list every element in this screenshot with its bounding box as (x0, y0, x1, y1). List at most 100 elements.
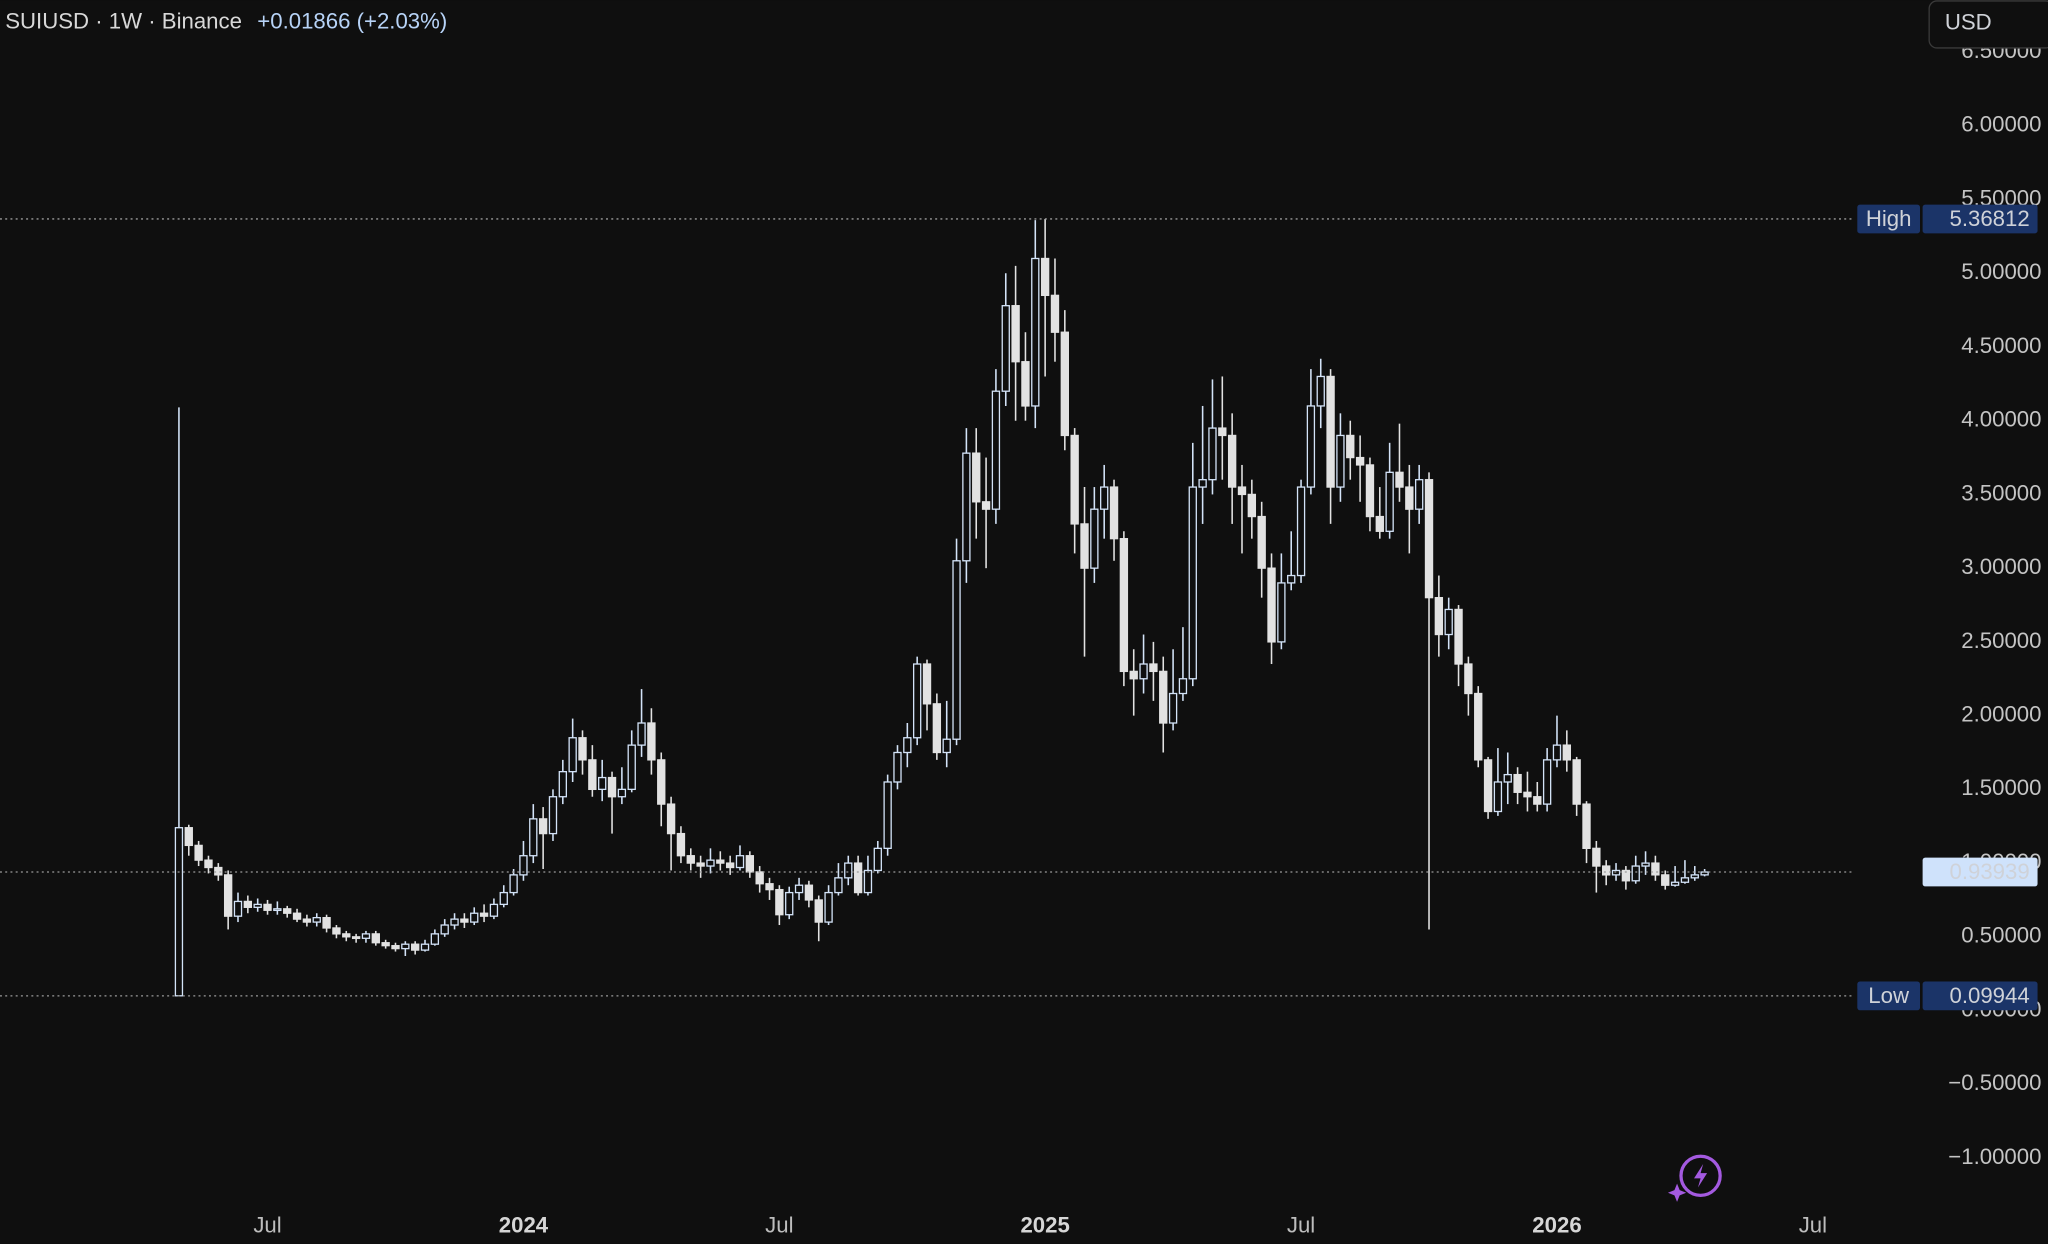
y-tick-label: 5.00000 (1961, 259, 2041, 284)
candle-body (499, 891, 508, 906)
assistant-icon[interactable] (1667, 1154, 1722, 1202)
y-tick-label: 3.50000 (1961, 480, 2041, 505)
candle-body (263, 903, 272, 911)
price-label-box (1922, 981, 2038, 1011)
candle-body (1552, 744, 1562, 761)
candle-body (292, 912, 302, 920)
candle-body (470, 912, 479, 923)
candle-body (834, 877, 843, 894)
marker-name: High (1866, 206, 1912, 231)
y-tick-label: 4.50000 (1961, 333, 2041, 358)
candle-body (647, 722, 656, 761)
y-tick-label: 2.50000 (1961, 628, 2041, 653)
candle-body (1188, 486, 1197, 680)
candle-body (538, 818, 548, 835)
candle-body (903, 737, 912, 754)
candle-body (972, 452, 981, 503)
candle-body (420, 943, 430, 951)
currency-button-label[interactable]: USD (1945, 10, 1992, 35)
candle-body (391, 945, 400, 950)
candle-body (1454, 608, 1463, 665)
candle-body (745, 855, 755, 873)
candle-body (509, 874, 518, 894)
candle-body (725, 862, 735, 869)
candle-body (1050, 294, 1060, 333)
candle-body (883, 781, 892, 849)
candle-body (942, 738, 951, 754)
x-tick-label: Jul (1287, 1213, 1315, 1238)
x-tick-label: Jul (765, 1213, 793, 1238)
currency-button-frame[interactable] (1928, 0, 2048, 49)
candle-body (755, 871, 764, 885)
candle-body (1326, 375, 1335, 488)
candle-body (1375, 515, 1384, 532)
candle-body (371, 933, 380, 944)
candle-body (1129, 670, 1138, 680)
candle-body (844, 862, 853, 879)
candle-body (1542, 759, 1552, 805)
candle-body (1011, 305, 1020, 363)
candle-body (1070, 434, 1079, 525)
candle-body (1227, 434, 1237, 488)
candle-body (1296, 486, 1306, 577)
candle-body (1247, 493, 1257, 518)
candle-body (351, 936, 361, 940)
icon-bolt[interactable] (1694, 1164, 1708, 1188)
price-markers: 5.36812 High 0.09944 Low 0.93939 (0, 204, 2038, 1011)
candle-body (1592, 847, 1601, 867)
candle-body (332, 927, 341, 935)
candle-body (1414, 479, 1424, 510)
price-change: +0.01866 (+2.03%) (257, 8, 447, 33)
candle-body (1493, 781, 1503, 813)
candle-body (785, 891, 794, 916)
candle-body (598, 776, 607, 791)
candle-body (1582, 803, 1591, 849)
candle-body (214, 866, 223, 876)
candle-body (1385, 471, 1394, 532)
candle-body (657, 759, 666, 805)
candle-body (243, 900, 253, 908)
x-tick-label: 2024 (499, 1213, 549, 1238)
candle-body (440, 924, 449, 935)
candle-body (489, 903, 499, 917)
candle-body (529, 818, 538, 857)
currency-button[interactable]: USD (1928, 0, 2048, 49)
candle-body (410, 943, 420, 951)
marker-name: Low (1868, 983, 1910, 1008)
y-tick-label: 6.00000 (1961, 112, 2041, 137)
candle-body (1139, 663, 1148, 680)
candle-body (873, 847, 882, 872)
plot-area (174, 218, 1709, 997)
candle-body (312, 916, 321, 923)
candle-body (922, 663, 932, 705)
candle-body (1336, 434, 1345, 488)
candle-body (824, 891, 833, 923)
y-tick-label: −0.50000 (1948, 1070, 2041, 1095)
y-tick-label: 0.50000 (1961, 923, 2041, 948)
icon-spark[interactable] (1667, 1183, 1687, 1202)
icon-ring[interactable] (1679, 1154, 1722, 1198)
price-label-box (1922, 857, 2038, 887)
candle-body (1572, 759, 1581, 805)
candle-body (627, 744, 636, 791)
candle-body (1149, 663, 1158, 673)
candle-body (401, 943, 410, 950)
candle-body (607, 776, 617, 798)
candle-body (1424, 479, 1434, 599)
candle-body (1119, 538, 1129, 673)
marker-name-box (1857, 981, 1920, 1011)
candle-body (479, 912, 489, 917)
x-tick-label: 2026 (1532, 1213, 1581, 1238)
candle-body (450, 918, 459, 926)
candle-body (342, 933, 351, 938)
candle-body (1474, 692, 1483, 761)
candle-body (716, 859, 725, 864)
candle-body (676, 832, 686, 857)
candle-body (1080, 523, 1089, 569)
candle-body (519, 855, 528, 876)
candle-body (794, 884, 804, 894)
candle-body (1306, 405, 1316, 488)
candle-body (184, 827, 193, 847)
candle-body (1661, 874, 1670, 886)
